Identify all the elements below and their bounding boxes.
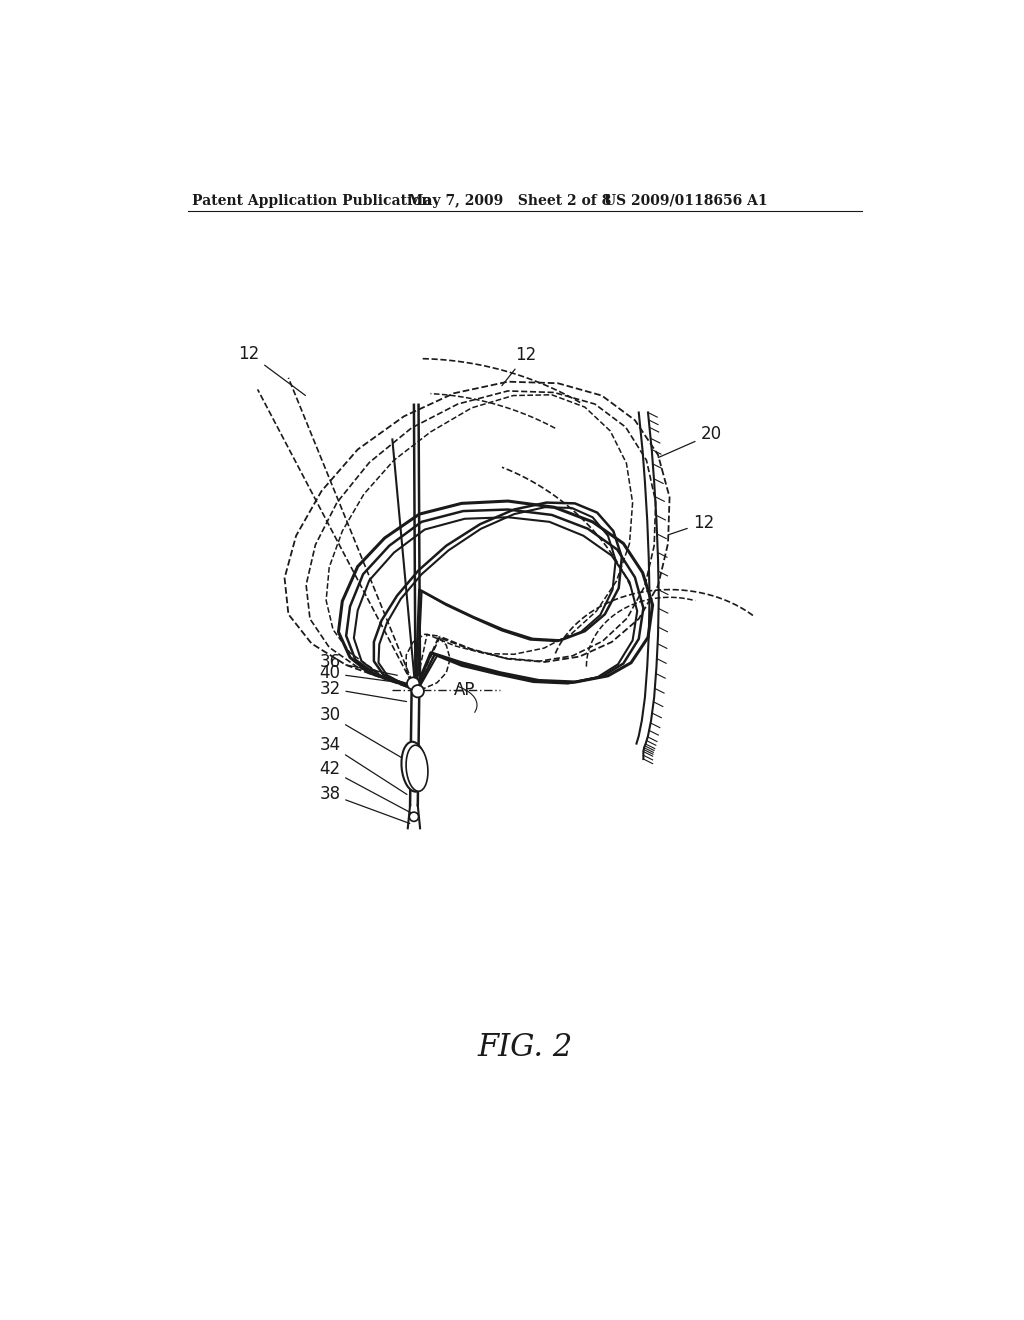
Circle shape — [410, 812, 419, 821]
Text: 12: 12 — [239, 345, 305, 396]
Text: 40: 40 — [319, 664, 403, 684]
Text: US 2009/0118656 A1: US 2009/0118656 A1 — [604, 194, 768, 207]
Text: 20: 20 — [658, 425, 722, 458]
Text: 30: 30 — [319, 706, 401, 758]
Text: 32: 32 — [319, 680, 407, 701]
Ellipse shape — [407, 746, 428, 791]
Circle shape — [412, 685, 424, 697]
Text: AP: AP — [454, 681, 475, 698]
Text: 42: 42 — [319, 760, 412, 813]
Ellipse shape — [401, 742, 426, 792]
Text: 12: 12 — [502, 346, 537, 385]
Text: Patent Application Publication: Patent Application Publication — [193, 194, 432, 207]
Circle shape — [407, 677, 419, 689]
Text: 34: 34 — [319, 735, 407, 795]
Text: May 7, 2009   Sheet 2 of 8: May 7, 2009 Sheet 2 of 8 — [408, 194, 611, 207]
Text: 12: 12 — [669, 513, 714, 535]
Text: FIG. 2: FIG. 2 — [477, 1032, 572, 1063]
Text: 36: 36 — [319, 652, 397, 676]
Text: 38: 38 — [319, 785, 410, 824]
